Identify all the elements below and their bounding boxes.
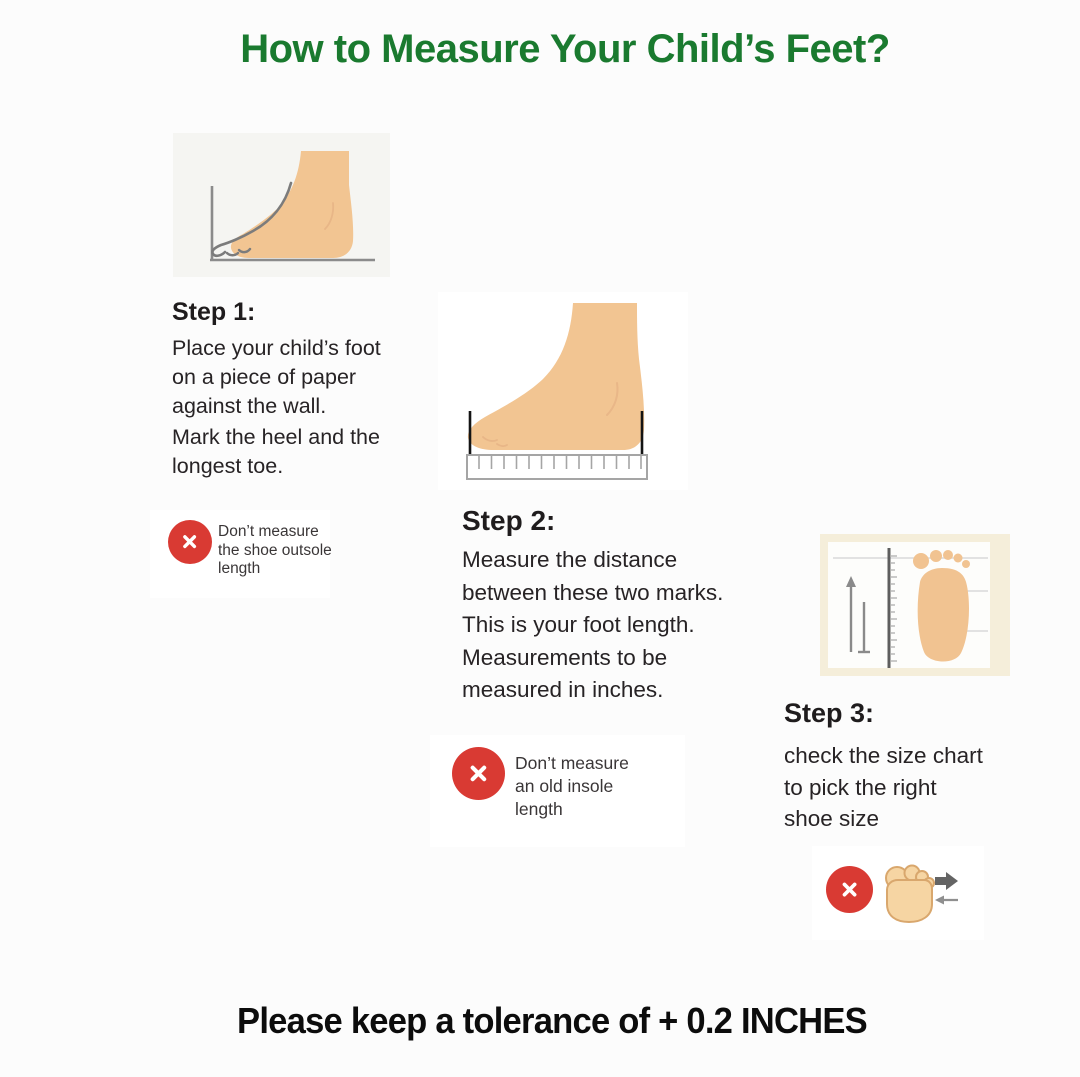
left-arrow-icon: [935, 895, 958, 905]
text-line: Don’t measure: [218, 523, 319, 540]
text-line: on a piece of paper: [172, 365, 357, 389]
right-arrow-icon: [935, 872, 958, 890]
x-circle-icon: [452, 747, 505, 800]
step1-heading: Step 1:: [172, 298, 256, 326]
page-title: How to Measure Your Child’s Feet?: [240, 27, 890, 71]
toe-creases: [482, 436, 508, 447]
text-line: measured in inches.: [462, 677, 664, 702]
text-line: Measure the distance: [462, 547, 678, 572]
foot-outline-trace: [211, 181, 293, 258]
ruler-ticks: [891, 555, 897, 662]
x-circle-icon: [826, 866, 873, 913]
text-line: against the wall.: [172, 394, 327, 418]
step1-instructions: Place your child’s foot on a piece of pa…: [172, 334, 381, 421]
text-line: the shoe outsole: [218, 541, 332, 559]
text-line: shoe size: [784, 806, 880, 831]
text-line: between these two marks.: [462, 579, 724, 605]
up-arrow-icon: [846, 576, 870, 654]
toe-trace: [225, 247, 252, 257]
text-line: check the size chart: [784, 743, 983, 768]
step3-instructions: check the size chart to pick the right s…: [784, 740, 983, 835]
step1-instructions-2: Mark the heel and the longest toe.: [172, 423, 380, 481]
text-line: an old insole: [515, 776, 614, 796]
step3-heading: Step 3:: [784, 698, 875, 728]
text-line: length: [218, 560, 261, 577]
warning-text: Don’t measure the shoe outsole length: [218, 523, 332, 579]
forefoot-with-arrows-icon: [884, 860, 936, 926]
step2-instructions: Measure the distance between these two m…: [462, 544, 723, 707]
text-line: to pick the right: [784, 774, 937, 800]
foot-shape: [230, 151, 354, 258]
ankle-crease: [324, 202, 335, 230]
text-line: Mark the heel and the: [172, 425, 380, 449]
text-line: Measurements to be: [462, 644, 668, 670]
foot-shape: [467, 303, 645, 450]
ankle-crease: [606, 382, 619, 416]
x-circle-icon: [168, 520, 212, 564]
foot-measuring-chart-illustration: [820, 534, 1010, 676]
measure-direction-arrows-icon: [934, 870, 960, 912]
ruler: [466, 454, 648, 480]
text-line: length: [515, 799, 563, 819]
foot-against-wall-illustration: [173, 133, 390, 277]
tolerance-note: Please keep a tolerance of + 0.2 INCHES: [237, 1000, 868, 1041]
text-line: This is your foot length.: [462, 612, 695, 637]
foot-on-ruler-illustration: [455, 297, 665, 483]
step2-heading: Step 2:: [462, 505, 556, 536]
text-line: Don’t measure: [515, 753, 629, 773]
footprint-shape: [913, 550, 970, 662]
text-line: Place your child’s foot: [172, 336, 381, 360]
ruler-ticks: [478, 456, 642, 469]
warning-text: Don’t measure an old insole length: [515, 752, 629, 821]
text-line: longest toe.: [172, 454, 284, 478]
